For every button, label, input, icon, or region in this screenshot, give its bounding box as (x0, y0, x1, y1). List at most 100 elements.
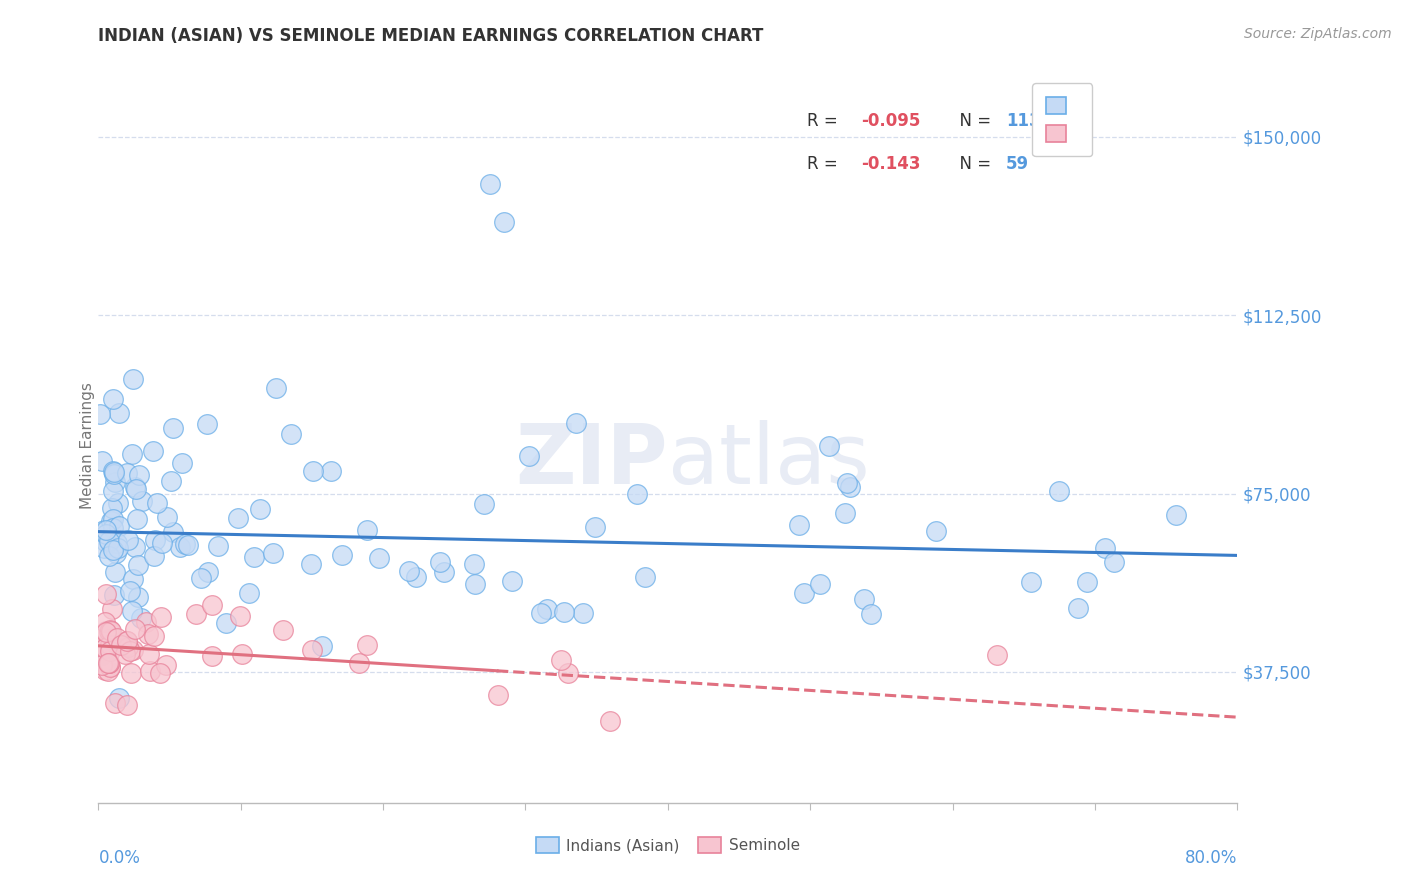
Legend: Indians (Asian), Seminole: Indians (Asian), Seminole (530, 830, 806, 859)
Point (96, 523, 118, 537)
Point (1094, 541, 1116, 555)
Point (94, 640, 117, 655)
Point (264, 381, 287, 395)
Point (100, 644, 122, 658)
Point (135, 615, 157, 630)
Point (98, 639, 121, 653)
Point (139, 664, 162, 678)
Point (124, 622, 146, 636)
Point (127, 591, 149, 605)
Text: -0.095: -0.095 (862, 112, 921, 130)
Point (103, 467, 125, 482)
Point (120, 666, 142, 681)
Point (299, 557, 322, 571)
Point (94, 640, 117, 655)
Point (553, 606, 575, 620)
Point (229, 609, 252, 624)
Point (356, 524, 378, 538)
Text: INDIAN (ASIAN) VS SEMINOLE MEDIAN EARNINGS CORRELATION CHART: INDIAN (ASIAN) VS SEMINOLE MEDIAN EARNIN… (98, 27, 763, 45)
Point (634, 569, 657, 583)
Point (98, 660, 121, 674)
Point (150, 536, 173, 550)
Point (301, 643, 323, 657)
Point (98, 624, 121, 638)
Point (398, 565, 420, 579)
Point (405, 570, 427, 584)
Point (173, 537, 195, 551)
Point (101, 512, 124, 526)
Point (432, 565, 454, 579)
Point (90, 648, 112, 662)
Point (162, 524, 184, 539)
Point (925, 524, 948, 539)
Point (572, 607, 595, 621)
Point (145, 533, 167, 547)
Point (110, 638, 132, 652)
Point (238, 586, 260, 600)
Point (215, 615, 238, 630)
Point (142, 549, 165, 563)
Point (472, 498, 495, 512)
Point (97, 665, 120, 679)
Point (186, 607, 208, 621)
Point (115, 634, 138, 648)
Point (121, 604, 143, 618)
Point (565, 416, 588, 430)
Point (104, 696, 127, 710)
Point (89, 407, 111, 421)
Point (1047, 484, 1070, 499)
Point (122, 371, 145, 385)
Text: 80.0%: 80.0% (1185, 849, 1237, 867)
Point (138, 647, 160, 661)
Point (494, 215, 516, 229)
Point (94, 534, 117, 549)
Point (517, 450, 540, 464)
Point (319, 464, 342, 478)
Point (103, 589, 125, 603)
Point (103, 543, 125, 558)
Point (98, 656, 121, 670)
Point (128, 467, 150, 482)
Point (1076, 575, 1098, 590)
Point (550, 653, 572, 667)
Point (583, 520, 606, 534)
Point (118, 583, 141, 598)
Point (100, 623, 122, 637)
Point (122, 572, 145, 586)
Point (231, 647, 253, 661)
Point (201, 648, 224, 663)
Point (114, 639, 136, 653)
Point (98, 632, 121, 647)
Point (103, 466, 125, 480)
Point (136, 627, 159, 641)
Point (94, 527, 117, 541)
Point (486, 688, 509, 702)
Point (108, 690, 131, 705)
Point (808, 577, 831, 591)
Point (311, 639, 333, 653)
Point (121, 447, 143, 461)
Point (818, 440, 841, 454)
Text: 0.0%: 0.0% (98, 849, 141, 867)
Point (131, 494, 153, 508)
Point (301, 464, 323, 478)
Point (1102, 555, 1125, 569)
Point (115, 698, 138, 712)
Point (501, 574, 523, 588)
Text: N =: N = (949, 155, 997, 173)
Point (108, 406, 131, 420)
Point (91, 453, 114, 467)
Point (860, 607, 883, 621)
Point (107, 496, 129, 510)
Point (101, 521, 124, 535)
Point (97, 656, 120, 670)
Y-axis label: Median Earnings: Median Earnings (80, 383, 94, 509)
Point (124, 480, 146, 494)
Point (100, 624, 122, 638)
Point (834, 506, 856, 520)
Point (94, 663, 117, 677)
Point (104, 475, 127, 489)
Point (146, 496, 169, 510)
Point (100, 500, 122, 515)
Point (115, 466, 138, 480)
